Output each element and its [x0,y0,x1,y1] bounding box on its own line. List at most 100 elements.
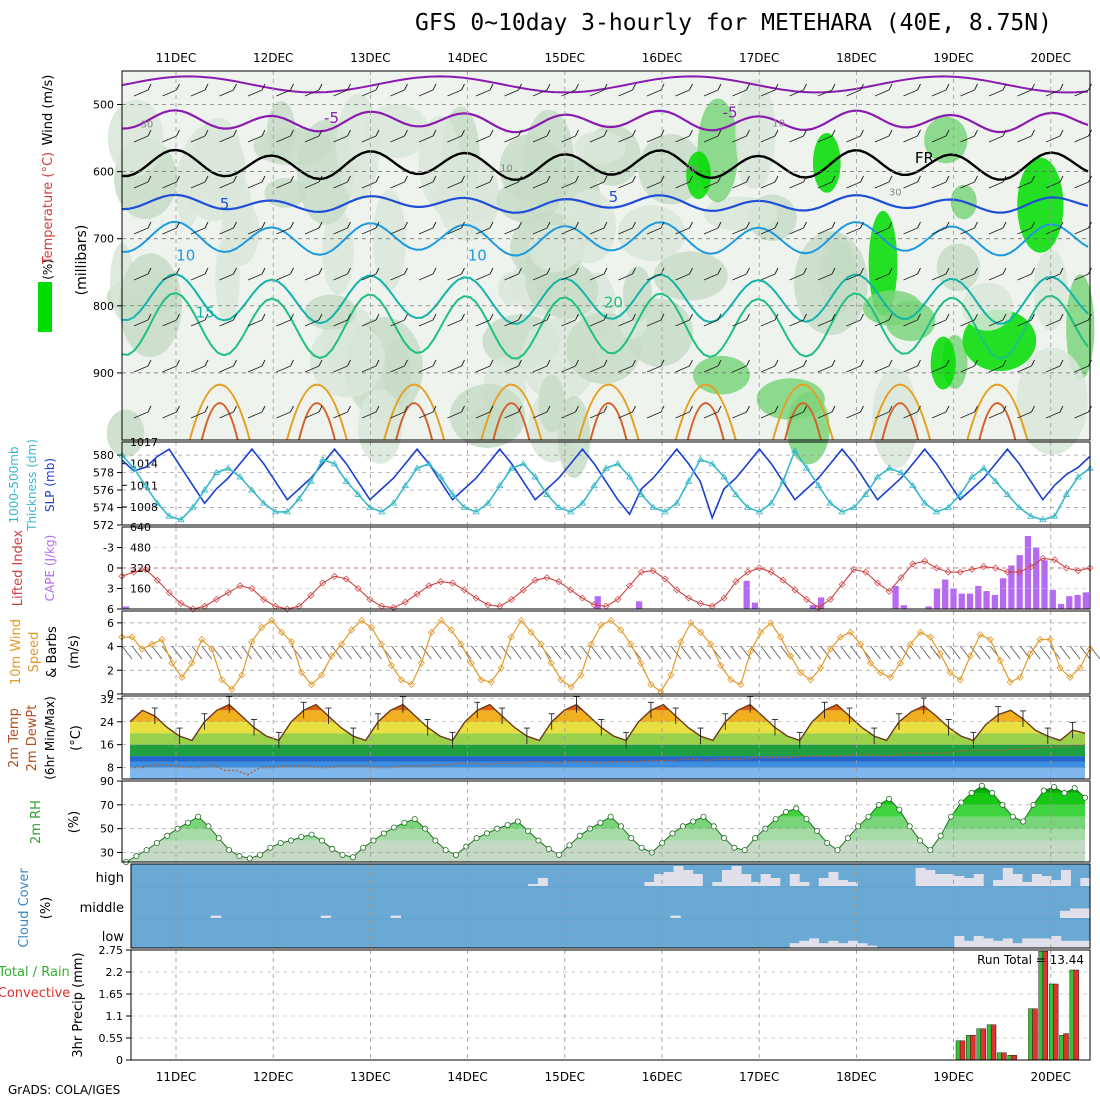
wind-barb [618,319,633,327]
wind-barb-flag [774,175,779,183]
contour-label: 5 [609,188,619,206]
wind-barb-flag [432,221,437,229]
rh-shading [557,395,591,479]
wind-speed-point [228,685,236,693]
wind-barb [903,181,918,189]
wind-speed-point [956,676,964,684]
wind-barb-flag [717,313,722,321]
wind-barb-flag [1059,313,1064,321]
wind-barb [162,365,177,373]
slp-axis-label: SLP (mb) [43,458,57,512]
wind-barb [301,645,312,660]
thickness-point [283,508,291,515]
wind-barb-flag [404,359,408,367]
wind-speed-point [158,635,166,644]
thickness-point [555,503,563,510]
wind-barb-flag [945,267,950,275]
lifted-index-point [862,568,870,576]
rh-shading [528,224,582,273]
rh-shading [372,189,406,291]
wind-speed-point [717,661,725,670]
wind-barb [960,319,975,327]
rh-point [1009,813,1016,820]
wind-barb [361,365,377,373]
wind-barb-flag [660,267,665,275]
rh-point [710,823,717,830]
upper-air-panel: 500 600 700 800 900 -5 -5 FR 5 5 10 10 15 20 30 10 10 30 3… [38,70,1095,479]
wind-barb-flag [261,359,266,367]
date-label-bottom: 12DEC [253,1070,293,1084]
wind-barb [1017,319,1032,327]
wind-speed-point [697,628,705,636]
contour-label: 10 [500,163,513,174]
wind-barb-flag [176,221,180,229]
wind-barb-flag [888,267,893,275]
wind-speed-point [218,676,226,684]
wind-barb [133,135,149,143]
wind-barb [247,411,263,419]
thickness-point [991,477,1000,484]
thickness-point [614,460,622,467]
rh-shading [735,79,776,188]
rh-point [638,844,645,851]
wind-barb [920,645,931,660]
wind-barb-flag [432,313,437,321]
wind-barb-flag [888,175,893,183]
wind-barb [703,135,719,143]
lifted-index-point [543,574,551,582]
wind-speed-point [377,640,386,648]
wind-barb [874,411,890,419]
wind-barb [1017,411,1032,419]
wind-barb [903,365,918,373]
wind-barb [390,181,405,189]
wind-barb [133,273,149,281]
rh-point [659,839,666,846]
rh-band [126,840,1085,862]
wind-barb-flag [261,175,266,183]
wind-barb [960,411,975,419]
wind-barb [979,645,991,660]
precip-convective-bar [1063,1033,1069,1061]
wind-speed-point [747,647,755,655]
wind-speed-point [816,664,825,672]
wind-barb [133,181,149,189]
wind-speed-line [122,619,1091,693]
wind-speed-point [128,633,136,641]
wind-barb [960,135,975,143]
thickness-point [708,460,716,467]
rh-point [535,837,542,844]
wind-barb [817,273,833,281]
wind-barb [304,365,320,373]
wind-speed-point [268,616,276,625]
cape-bar [635,601,643,609]
wind-barb [276,181,291,189]
date-label-top: 18DEC [836,51,876,65]
thickness-point [141,481,150,489]
wind-barb [1045,135,1061,143]
rh-shading [107,99,164,177]
wind-barb [162,89,177,97]
wind-barb [390,273,405,281]
wind-barb-flag [546,129,551,137]
contour-30 [200,402,239,441]
cape-bar [1066,596,1073,609]
thickness-point [236,473,244,480]
lifted-index-point [555,578,563,586]
contour-30 [395,402,434,441]
wind-barb-flag [518,313,522,321]
rh-line [125,785,1086,863]
wind-barb [361,273,377,281]
wind-barb [589,89,605,97]
lifted-index-point [874,579,882,587]
wind-barb [1017,89,1032,97]
wind-barb-flag [603,83,608,91]
cloud-high-bar [915,868,926,886]
wind-speed-point [417,659,425,667]
wind-speed-point [138,645,146,653]
wind-barb [475,135,491,143]
wind-barb [219,273,234,281]
thickness-point [838,508,846,515]
rh-shading [222,175,252,244]
wind-barb-flag [347,405,351,413]
